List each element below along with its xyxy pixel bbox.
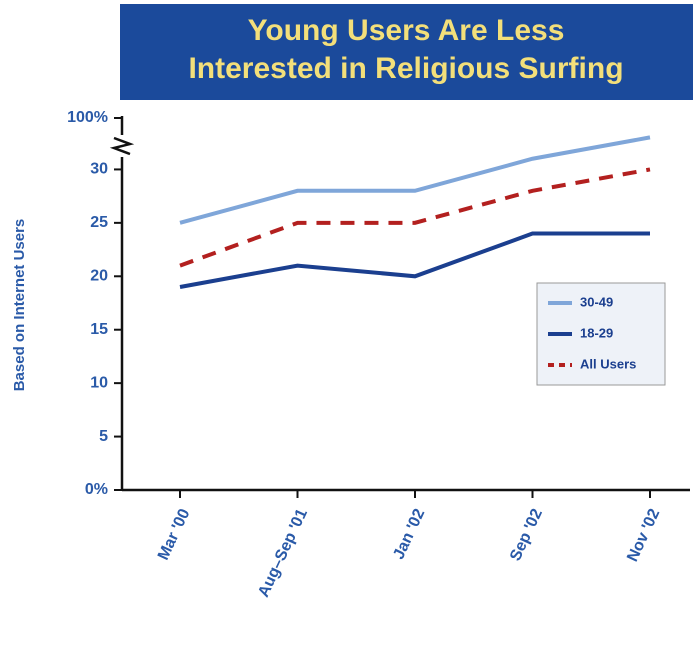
y-tick-label: 20 [90, 268, 108, 285]
series-line [179, 231, 650, 289]
y-tick-label: 100% [67, 109, 108, 126]
legend-label: 30-49 [580, 294, 613, 309]
x-tick-label: Nov '02 [624, 506, 663, 564]
legend-label: All Users [580, 356, 636, 371]
x-tick-label: Jan '02 [390, 506, 428, 562]
y-tick-label: 25 [90, 214, 108, 231]
chart-title: Interested in Religious Surfing [188, 52, 623, 85]
y-tick-label: 30 [90, 161, 108, 178]
x-tick-label: Sep '02 [507, 506, 546, 563]
axis-break [109, 136, 135, 156]
series-line [179, 167, 651, 268]
legend-label: 18-29 [580, 325, 613, 340]
series-line [179, 135, 651, 225]
y-tick-label: 5 [99, 428, 108, 445]
chart-title: Young Users Are Less [248, 14, 565, 47]
x-tick-label: Aug–Sep '01 [255, 506, 311, 600]
title-box [120, 4, 693, 100]
y-axis-label: Based on Internet Users [11, 219, 28, 392]
y-tick-label: 10 [90, 374, 108, 391]
y-tick-label: 0% [85, 481, 108, 498]
x-tick-label: Mar '00 [155, 506, 193, 563]
y-tick-label: 15 [90, 321, 108, 338]
